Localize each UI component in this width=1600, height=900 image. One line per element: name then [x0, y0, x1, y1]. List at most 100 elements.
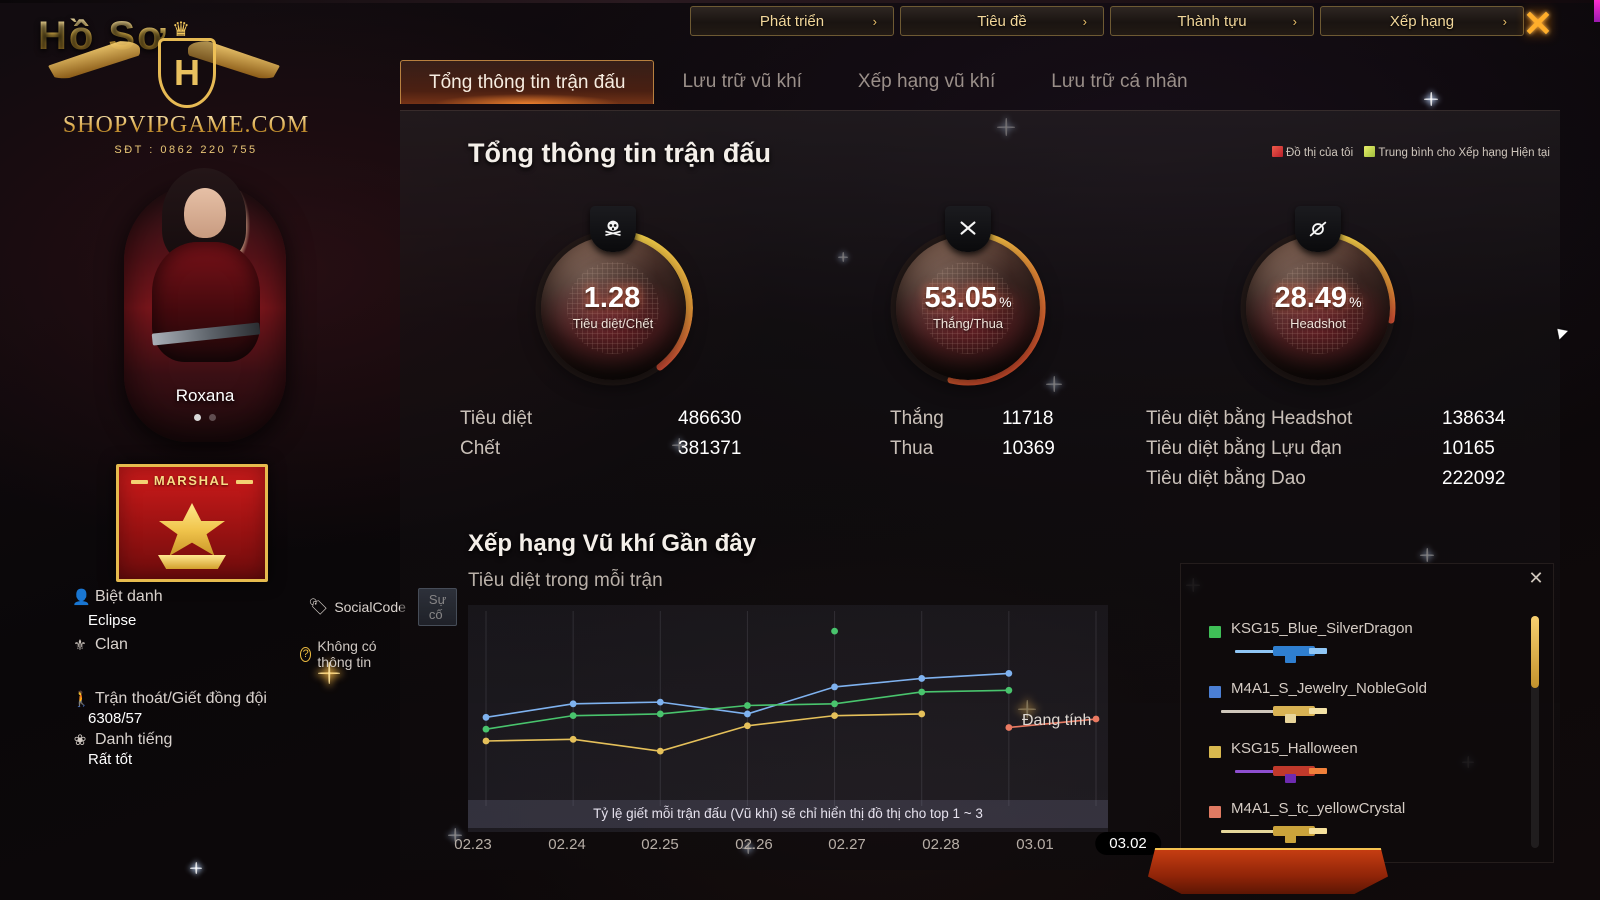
chart-subtitle: Tiêu diệt trong mỗi trận [468, 570, 663, 591]
character-carousel-dots[interactable] [100, 414, 310, 421]
chart-data-point [656, 747, 664, 755]
gauge-label: Tiêu diệt/Chết [572, 316, 654, 331]
carousel-dot[interactable] [194, 414, 201, 421]
gauge-value: 28.49% [1238, 282, 1398, 315]
chart-data-point [656, 698, 664, 706]
close-icon[interactable]: ✕ [1528, 568, 1544, 588]
weapon-list-scrollbar[interactable] [1531, 616, 1539, 848]
topnav-label: Tiêu đề [977, 12, 1027, 30]
gauge-sphere [896, 236, 1040, 380]
character-name: Roxana [175, 386, 235, 405]
list-item[interactable]: M4A1_S_Jewelry_NobleGold [1209, 680, 1529, 740]
x-axis-tick: 02.24 [548, 836, 586, 853]
weapon-icon [1235, 764, 1327, 783]
clan-icon: ⚜ [73, 637, 87, 654]
chart-data-point [569, 712, 577, 720]
topnav-item-tieu-de[interactable]: Tiêu đề › [900, 6, 1104, 36]
chart-x-axis: 02.23 02.24 02.25 02.26 02.27 02.28 03.01 03.02 [450, 832, 1161, 862]
top-navigation: Phát triển › Tiêu đề › Thành tựu › Xếp h… [690, 6, 1524, 36]
chart-note: Tỷ lệ giết mỗi trận đấu (Vũ khí) sẽ chỉ … [468, 800, 1108, 828]
chart-data-point [744, 722, 751, 730]
skull-icon [590, 206, 636, 252]
tag-icon: 🏷 [308, 599, 329, 616]
chart-data-point [1005, 686, 1013, 694]
x-axis-tick: 03.01 [1016, 836, 1054, 853]
close-icon[interactable]: ✕ [1522, 3, 1554, 44]
rank-title: MARSHAL [153, 473, 231, 488]
chart-data-point [831, 683, 838, 691]
clan-row: ⚜ Clan [72, 636, 402, 654]
stat-value: 486630 [678, 408, 742, 429]
topnav-item-phat-trien[interactable]: Phát triển › [690, 6, 894, 36]
weapon-name: KSG15_Blue_SilverDragon [1231, 620, 1413, 637]
chart-data-point [482, 713, 490, 721]
topnav-item-xep-hang[interactable]: Xếp hạng › [1320, 6, 1524, 36]
chart-data-point [918, 688, 926, 696]
escape-value: 6308/57 [88, 710, 143, 727]
chevron-right-icon: › [1502, 13, 1507, 29]
stat-value: 222092 [1442, 468, 1506, 489]
tab-bar: Tổng thông tin trận đấu Lưu trữ vũ khí X… [400, 58, 1410, 104]
magenta-edge-marker [1594, 0, 1600, 22]
stat-row: Tiêu diệt bằng Dao 222092 [1146, 464, 1505, 494]
weapon-name: KSG15_Halloween [1231, 740, 1358, 757]
weapon-icon [1221, 824, 1327, 843]
tab-luu-tru-vu-khi[interactable]: Lưu trữ vũ khí [654, 60, 829, 104]
stat-row: Thua 10369 [890, 434, 1055, 464]
tab-tong-thong-tin-tran-dau[interactable]: Tổng thông tin trận đấu [400, 60, 655, 104]
list-item[interactable]: KSG15_Blue_SilverDragon [1209, 620, 1529, 680]
weapon-color-swatch [1209, 626, 1221, 638]
gauge-number: 28.49 [1274, 282, 1348, 314]
chart-data-point [569, 700, 577, 708]
chart-data-point [744, 702, 751, 709]
topnav-item-thanh-tuu[interactable]: Thành tựu › [1110, 6, 1314, 36]
stat-row: Chết 381371 [460, 434, 741, 464]
tab-label: Lưu trữ vũ khí [682, 71, 802, 92]
scrollbar-thumb[interactable] [1531, 616, 1539, 688]
stat-key: Tiêu diệt bằng Headshot [1146, 408, 1353, 429]
gauge-value: 1.28 [533, 282, 693, 315]
tab-xep-hang-vu-khi[interactable]: Xếp hạng vũ khí [830, 60, 1023, 104]
x-axis-tick: 02.23 [454, 836, 492, 853]
weapon-icon [1235, 644, 1327, 663]
headshot-icon [1295, 206, 1341, 252]
gauge-number: 53.05 [924, 282, 998, 314]
stats-group-winloss: Thắng 11718 Thua 10369 [890, 404, 1055, 464]
list-item[interactable]: M4A1_S_tc_yellowCrystal [1209, 800, 1529, 860]
stat-key: Thắng [890, 408, 944, 429]
clover-icon: ❀ [73, 732, 87, 749]
reputation-label: Danh tiếng [95, 731, 173, 748]
no-info-text: Không có thông tin [317, 638, 377, 670]
gauge-unit: % [1349, 294, 1362, 310]
rank-star-icon [159, 503, 225, 556]
legend-swatch-rank-average [1364, 146, 1376, 157]
stat-key: Tiêu diệt [460, 408, 533, 429]
x-axis-tick: 02.28 [922, 836, 960, 853]
decorative-star [1424, 92, 1438, 106]
profile-info: 👤 Biệt danh 🏷 SocialCode Sự cố Eclipse ?… [72, 588, 458, 768]
chart-data-point [569, 735, 577, 743]
topnav-label: Thành tựu [1177, 12, 1247, 30]
tab-luu-tru-ca-nhan[interactable]: Lưu trữ cá nhân [1023, 60, 1215, 104]
chart-canvas [482, 611, 1100, 806]
gauge-sphere [541, 236, 685, 380]
tab-label: Xếp hạng vũ khí [857, 71, 996, 92]
stat-key: Chết [460, 438, 501, 459]
chart-data-point [831, 627, 838, 635]
gauge-number: 1.28 [583, 282, 641, 314]
chevron-right-icon: › [872, 13, 877, 29]
chart-data-point [918, 675, 926, 682]
list-item[interactable]: KSG15_Halloween [1209, 740, 1529, 800]
chart-data-point [482, 725, 490, 733]
chart-data-point [482, 737, 490, 745]
gauge-headshot: 28.49% Headshot [1238, 206, 1398, 388]
chart-data-point [744, 710, 751, 718]
tab-label: Tổng thông tin trận đấu [429, 71, 626, 93]
person-icon: 👤 [72, 589, 91, 606]
stat-value: 10369 [1002, 438, 1055, 459]
escape-row: 🚶 Trận thoát/Giết đồng đội [72, 690, 402, 708]
chart-data-point [656, 710, 664, 718]
stat-row: Tiêu diệt bằng Headshot 138634 [1146, 404, 1505, 434]
topnav-label: Phát triển [759, 12, 825, 30]
carousel-dot[interactable] [209, 414, 216, 421]
